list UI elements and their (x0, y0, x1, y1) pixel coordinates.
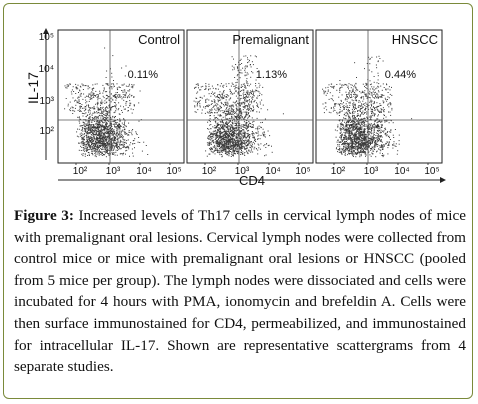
flow-cytometry-figure: Q1-2 Q2-2 Q3-2 Q4-2 Control 0.11% 10² 10³ 10⁴ 10⁵… (0, 0, 478, 200)
panel-title: Premalignant (232, 32, 309, 47)
quadrant-label: Q3-2 (217, 124, 228, 130)
panel-percentage: 0.11% (128, 69, 159, 81)
x-tick-label: 10⁴ (265, 166, 280, 177)
scattergram-panel: Q1-2 Q2-2 Q3-2 Q4-2 Premalignant 1.13% 10² 10³ 1… (186, 29, 314, 177)
x-tick-label: 10² (73, 166, 88, 177)
caption-text: Increased levels of Th17 cells in cervic… (14, 207, 466, 376)
quadrant-label: Q2-2 (114, 94, 125, 100)
x-tick-label: 10³ (235, 166, 250, 177)
x-tick-label: 10² (331, 166, 346, 177)
panel-title: HNSCC (392, 32, 438, 47)
quadrant-label: Q1-2 (217, 94, 228, 100)
x-tick-label: 10³ (106, 166, 121, 177)
y-axis-arrow (43, 28, 49, 34)
panel-percentage: 1.13% (256, 69, 287, 81)
y-tick-label: 10² (40, 126, 55, 137)
panel-title: Control (138, 32, 180, 47)
quadrant-label: Q2-2 (372, 94, 383, 100)
figure-caption: Figure 3: Increased levels of Th17 cells… (14, 205, 466, 378)
quadrant-label: Q2-2 (243, 94, 254, 100)
quadrant-label: Q1-2 (88, 94, 99, 100)
scattergram-panel: Q1-2 Q2-2 Q3-2 Q4-2 HNSCC 0.44% 10² 10³ 10⁴ 10⁵ (315, 29, 443, 177)
panel-border (315, 29, 443, 164)
quadrant-label: Q4-2 (372, 124, 383, 130)
x-tick-label: 10² (202, 166, 217, 177)
x-tick-label: 10³ (364, 166, 379, 177)
y-axis-label: IL-17 (25, 72, 41, 104)
panel-percentage: 0.44% (385, 69, 416, 81)
x-tick-label: 10⁵ (295, 166, 310, 177)
scattergram-panel: Q1-2 Q2-2 Q3-2 Q4-2 Control 0.11% 10² 10³ 10⁴ 10⁵ (57, 29, 185, 177)
quadrant-label: Q1-2 (346, 94, 357, 100)
caption-label: Figure 3: (14, 207, 74, 224)
x-axis-label: CD4 (239, 173, 265, 188)
quadrant-label: Q4-2 (114, 124, 125, 130)
x-tick-label: 10⁴ (136, 166, 151, 177)
scatter-dots (64, 47, 149, 158)
scatter-dots (322, 55, 413, 158)
x-tick-label: 10⁵ (424, 166, 439, 177)
quadrant-label: Q3-2 (346, 124, 357, 130)
panel-border (186, 29, 314, 164)
y-tick-label: 10⁴ (39, 64, 54, 75)
y-tick-label: 10³ (40, 96, 55, 107)
x-axis-arrow (440, 177, 446, 183)
x-tick-label: 10⁵ (166, 166, 181, 177)
scattergram-panels: Q1-2 Q2-2 Q3-2 Q4-2 Control 0.11% 10² 10³ 10⁴ 10⁵… (25, 28, 446, 188)
quadrant-label: Q3-2 (88, 124, 99, 130)
quadrant-label: Q4-2 (243, 124, 254, 130)
y-tick-label: 10⁵ (39, 32, 54, 43)
x-tick-label: 10⁴ (394, 166, 409, 177)
